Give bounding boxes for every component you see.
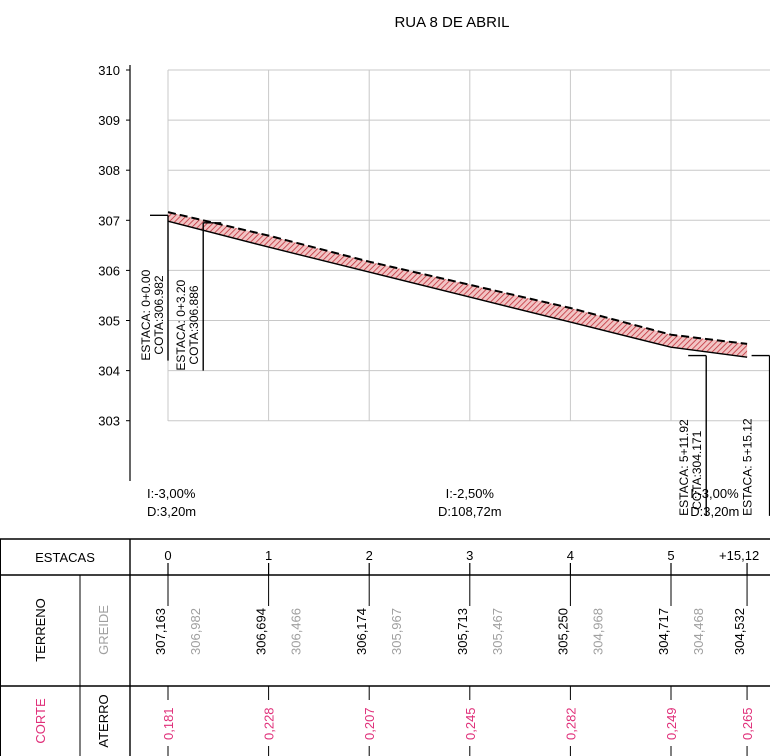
station-label: 4: [567, 548, 574, 563]
slope-inclination: I:-2,50%: [446, 486, 495, 501]
y-tick-label: 308: [98, 163, 120, 178]
marker-estaca-label: ESTACA: 0+3.20: [174, 279, 188, 370]
station-label: 5: [667, 548, 674, 563]
marker-estaca-label: ESTACA: 5+11.92: [677, 419, 691, 516]
table-column: +15,12 304,532 304,267 0,265: [719, 548, 770, 756]
marker-cota-label: COTA:304.171: [690, 430, 704, 509]
cut-area-fill: [168, 212, 748, 358]
corte-value: 0,181: [161, 707, 176, 740]
y-tick-label: 307: [98, 213, 120, 228]
slope-inclination: I:-3,00%: [147, 486, 196, 501]
marker-estaca-label: ESTACA: 5+15.12: [741, 418, 755, 516]
terreno-header: TERRENO: [33, 598, 48, 662]
corte-value: 0,228: [262, 707, 277, 740]
station-marker: ESTACA: 5+11.92 COTA:304.171: [677, 354, 707, 516]
station-marker: ESTACA: 0+0.00 COTA:306.982: [139, 214, 169, 361]
slope-label: I:-2,50% D:108,72m: [438, 486, 502, 519]
y-axis: 310 309 308 307 306 305 304 303: [98, 63, 131, 481]
cut-area: [168, 212, 748, 358]
corte-value: 0,249: [664, 707, 679, 740]
y-tick-label: 304: [98, 364, 120, 379]
slope-label: I:-3,00% D:3,20m: [690, 486, 739, 519]
station-marker: ESTACA: 0+3.20 COTA:306.886: [174, 222, 222, 371]
table-column: 5 304,717 304,468 0,249: [656, 548, 706, 756]
slope-distance: D:3,20m: [690, 504, 739, 519]
grid: [167, 69, 770, 422]
y-tick-label: 303: [98, 414, 120, 429]
greide-value: 304,267: [767, 608, 770, 655]
table-column: 1 306,694 306,466 0,228: [254, 548, 304, 756]
greide-value: 305,967: [389, 608, 404, 655]
station-label: 2: [366, 548, 373, 563]
corte-header: CORTE: [33, 698, 48, 744]
slope-distance: D:108,72m: [438, 504, 502, 519]
y-tick-label: 305: [98, 314, 120, 329]
station-label: 1: [265, 548, 272, 563]
table-column: 2 306,174 305,967 0,207: [354, 548, 404, 756]
corte-value: 0,282: [563, 707, 578, 740]
marker-estaca-label: ESTACA: 0+0.00: [139, 269, 153, 360]
marker-cota-label: COTA:306.886: [187, 285, 201, 364]
terreno-value: 304,532: [732, 608, 747, 655]
profile-lines: [167, 211, 748, 358]
greide-value: 304,468: [691, 608, 706, 655]
station-label: 0: [164, 548, 171, 563]
station-markers: ESTACA: 0+0.00 COTA:306.982 ESTACA: 0+3.20…: [139, 214, 770, 516]
greide-value: 306,982: [188, 608, 203, 655]
estacas-header: ESTACAS: [35, 550, 95, 565]
y-tick-label: 310: [98, 63, 120, 78]
y-tick-label: 309: [98, 113, 120, 128]
corte-value: 0,207: [362, 707, 377, 740]
corte-value: 0,265: [740, 707, 755, 740]
data-table: ESTACAS TERRENO GREIDE CORTE ATERRO 0 307,163 3…: [0, 538, 770, 756]
greide-value: 305,467: [490, 608, 505, 655]
slope-labels: I:-3,00% D:3,20m I:-2,50% D:108,72m I:-3,00%…: [147, 486, 739, 519]
slope-distance: D:3,20m: [147, 504, 196, 519]
station-label: 3: [466, 548, 473, 563]
terreno-line: [167, 211, 748, 345]
terreno-value: 306,694: [254, 608, 269, 655]
terreno-value: 306,174: [354, 608, 369, 655]
y-tick-label: 306: [98, 263, 120, 278]
station-marker: ESTACA: 5+15.12: [741, 354, 770, 516]
table-column: 4 305,250 304,968 0,282: [555, 548, 605, 756]
terreno-value: 305,713: [455, 608, 470, 655]
greide-header: GREIDE: [96, 605, 111, 655]
terreno-value: 307,163: [153, 608, 168, 655]
aterro-header: ATERRO: [96, 694, 111, 747]
terreno-value: 304,717: [656, 608, 671, 655]
table-column: 0 307,163 306,982 0,181: [153, 548, 203, 756]
corte-value: 0,245: [463, 707, 478, 740]
station-label: +15,12: [719, 548, 759, 563]
marker-cota-label: COTA:306.982: [152, 275, 166, 354]
terreno-value: 305,250: [555, 608, 570, 655]
greide-value: 304,968: [590, 608, 605, 655]
slope-label: I:-3,00% D:3,20m: [147, 486, 196, 519]
slope-inclination: I:-3,00%: [690, 486, 739, 501]
table-column: 3 305,713 305,467 0,245: [455, 548, 505, 756]
greide-line: [167, 220, 748, 358]
greide-value: 306,466: [289, 608, 304, 655]
drawing-title: RUA 8 DE ABRIL: [394, 14, 509, 31]
